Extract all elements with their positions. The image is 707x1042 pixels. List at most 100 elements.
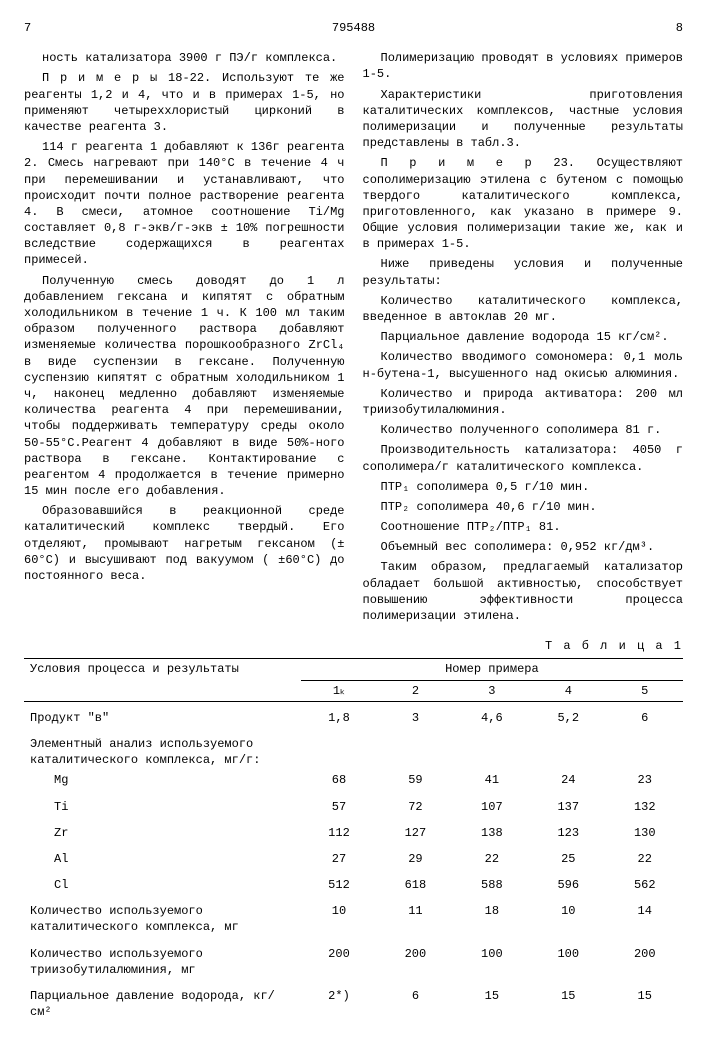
- table-col-num: 4: [530, 680, 606, 701]
- cell-value: [301, 728, 377, 770]
- cell-value: 22: [607, 843, 683, 869]
- right-column: Полимеризацию проводят в условиях пример…: [363, 50, 684, 628]
- cell-value: 11: [377, 895, 453, 937]
- cell-value: 22: [454, 843, 530, 869]
- table-row: Cl512618588596562: [24, 869, 683, 895]
- table-row: Продукт "в"1,834,65,26: [24, 701, 683, 728]
- cell-value: [530, 728, 606, 770]
- table-col-num: 3: [454, 680, 530, 701]
- cell-value: 15: [530, 980, 606, 1022]
- patent-number: 795488: [332, 20, 375, 36]
- paragraph: П р и м е р 23. Осуществляют сополимериз…: [363, 155, 684, 252]
- page-num-left: 7: [24, 20, 31, 36]
- paragraph: Характеристики приготовления каталитичес…: [363, 87, 684, 152]
- cell-value: 15: [454, 980, 530, 1022]
- row-label: Zr: [24, 817, 301, 843]
- table-row: Количество используемого триизобутилалюм…: [24, 938, 683, 980]
- paragraph: Полимеризацию проводят в условиях пример…: [363, 50, 684, 82]
- cell-value: 18: [454, 895, 530, 937]
- cell-value: 588: [454, 869, 530, 895]
- paragraph: Количество и природа активатора: 200 мл …: [363, 386, 684, 418]
- cell-value: 138: [454, 817, 530, 843]
- cell-value: 41: [454, 770, 530, 790]
- cell-value: 127: [377, 817, 453, 843]
- row-label: Ti: [24, 791, 301, 817]
- cell-value: 14: [607, 895, 683, 937]
- cell-value: 15: [607, 980, 683, 1022]
- paragraph: Количество каталитического комплекса, вв…: [363, 293, 684, 325]
- cell-value: 10: [301, 895, 377, 937]
- cell-value: 6: [377, 980, 453, 1022]
- cell-value: 27: [301, 843, 377, 869]
- table-row: Zr112127138123130: [24, 817, 683, 843]
- cell-value: 130: [607, 817, 683, 843]
- row-label: Парциальное давление водорода, кг/см²: [24, 980, 301, 1022]
- row-label: Al: [24, 843, 301, 869]
- table-section: Т а б л и ц а 1 Условия процесса и резул…: [24, 638, 683, 1022]
- row-label: Продукт "в": [24, 701, 301, 728]
- paragraph: Таким образом, предлагаемый катализатор …: [363, 559, 684, 624]
- table-row: Парциальное давление водорода, кг/см²2*)…: [24, 980, 683, 1022]
- cell-value: 72: [377, 791, 453, 817]
- cell-value: 23: [607, 770, 683, 790]
- cell-value: 57: [301, 791, 377, 817]
- left-column: ность катализатора 3900 г ПЭ/г комплекса…: [24, 50, 345, 628]
- cell-value: 123: [530, 817, 606, 843]
- cell-value: 25: [530, 843, 606, 869]
- cell-value: 596: [530, 869, 606, 895]
- cell-value: 3: [377, 701, 453, 728]
- cell-value: 68: [301, 770, 377, 790]
- table-row: Mg6859412423: [24, 770, 683, 790]
- cell-value: 137: [530, 791, 606, 817]
- table-header-left: Условия процесса и результаты: [24, 659, 301, 701]
- cell-value: 562: [607, 869, 683, 895]
- cell-value: 6: [607, 701, 683, 728]
- table-row: Al2729222522: [24, 843, 683, 869]
- cell-value: 100: [530, 938, 606, 980]
- cell-value: 100: [454, 938, 530, 980]
- two-column-body: ность катализатора 3900 г ПЭ/г комплекса…: [24, 50, 683, 628]
- paragraph: Образовавшийся в реакционной среде катал…: [24, 503, 345, 584]
- paragraph: Производительность катализатора: 4050 г …: [363, 442, 684, 474]
- paragraph: Объемный вес сополимера: 0,952 кг/дм³.: [363, 539, 684, 555]
- cell-value: 107: [454, 791, 530, 817]
- row-label: Cl: [24, 869, 301, 895]
- paragraph: 114 г реагента 1 добавляют к 136г реаген…: [24, 139, 345, 269]
- cell-value: [377, 728, 453, 770]
- paragraph: ПТР₁ сополимера 0,5 г/10 мин.: [363, 479, 684, 495]
- cell-value: 200: [607, 938, 683, 980]
- table-title: Т а б л и ц а 1: [24, 638, 683, 654]
- cell-value: 29: [377, 843, 453, 869]
- cell-value: 10: [530, 895, 606, 937]
- paragraph: Полученную смесь доводят до 1 л добавлен…: [24, 273, 345, 500]
- table-row: Ti5772107137132: [24, 791, 683, 817]
- paragraph: ность катализатора 3900 г ПЭ/г комплекса…: [24, 50, 345, 66]
- table-col-num: 1ₖ: [301, 680, 377, 701]
- table-header-right: Номер примера: [301, 659, 683, 680]
- paragraph: ПТР₂ сополимера 40,6 г/10 мин.: [363, 499, 684, 515]
- paragraph: Парциальное давление водорода 15 кг/см².: [363, 329, 684, 345]
- row-label: Mg: [24, 770, 301, 790]
- data-table: Условия процесса и результаты Номер прим…: [24, 658, 683, 1022]
- row-label: Количество используемого триизобутилалюм…: [24, 938, 301, 980]
- cell-value: 24: [530, 770, 606, 790]
- paragraph: Ниже приведены условия и полученные резу…: [363, 256, 684, 288]
- cell-value: 59: [377, 770, 453, 790]
- row-label: Количество используемого каталитического…: [24, 895, 301, 937]
- cell-value: 200: [377, 938, 453, 980]
- cell-value: 4,6: [454, 701, 530, 728]
- cell-value: 132: [607, 791, 683, 817]
- cell-value: 618: [377, 869, 453, 895]
- cell-value: 112: [301, 817, 377, 843]
- cell-value: 2*): [301, 980, 377, 1022]
- cell-value: 5,2: [530, 701, 606, 728]
- table-row: Количество используемого каталитического…: [24, 895, 683, 937]
- table-col-num: 2: [377, 680, 453, 701]
- cell-value: 200: [301, 938, 377, 980]
- paragraph: Соотношение ПТР₂/ПТР₁ 81.: [363, 519, 684, 535]
- cell-value: 1,8: [301, 701, 377, 728]
- table-col-num: 5: [607, 680, 683, 701]
- cell-value: [454, 728, 530, 770]
- table-row: Элементный анализ используемого каталити…: [24, 728, 683, 770]
- paragraph: П р и м е р ы 18-22. Используют те же ре…: [24, 70, 345, 135]
